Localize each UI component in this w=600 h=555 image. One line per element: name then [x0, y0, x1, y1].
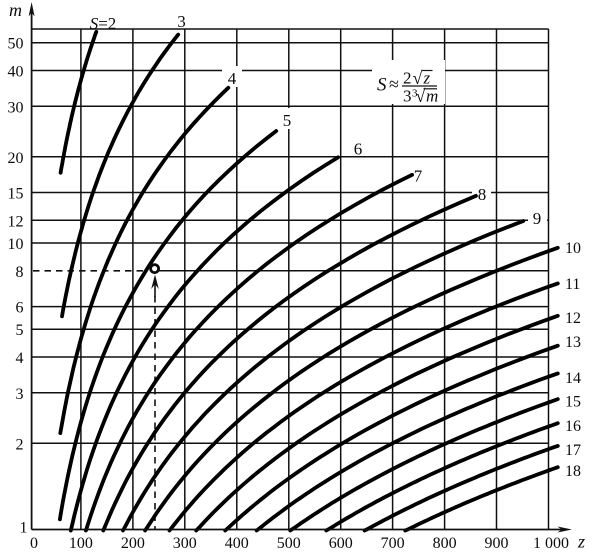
svg-text:√: √ [416, 86, 426, 106]
svg-text:1 000: 1 000 [533, 535, 569, 552]
svg-text:600: 600 [329, 535, 353, 552]
svg-text:8: 8 [478, 185, 487, 204]
svg-text:13: 13 [565, 334, 581, 351]
svg-text:15: 15 [8, 186, 24, 203]
svg-text:6: 6 [16, 300, 24, 317]
svg-text:200: 200 [121, 535, 145, 552]
svg-text:m: m [426, 87, 438, 106]
svg-text:15: 15 [565, 394, 581, 411]
svg-text:12: 12 [565, 310, 581, 327]
svg-text:S=2: S=2 [90, 14, 117, 33]
svg-text:900: 900 [485, 535, 509, 552]
svg-text:3: 3 [412, 88, 418, 100]
svg-text:3: 3 [177, 12, 186, 31]
svg-text:2: 2 [403, 69, 412, 88]
svg-text:11: 11 [565, 276, 580, 293]
svg-text:17: 17 [565, 442, 581, 459]
svg-text:4: 4 [16, 350, 24, 367]
svg-text:20: 20 [8, 150, 24, 167]
svg-text:800: 800 [433, 535, 457, 552]
svg-text:400: 400 [225, 535, 249, 552]
svg-text:10: 10 [8, 236, 24, 253]
svg-text:12: 12 [8, 213, 24, 230]
svg-text:6: 6 [354, 140, 363, 159]
svg-text:30: 30 [8, 99, 24, 116]
svg-text:5: 5 [16, 322, 24, 339]
svg-text:4: 4 [228, 69, 237, 88]
svg-text:10: 10 [565, 240, 581, 257]
svg-text:14: 14 [565, 370, 581, 387]
svg-text:300: 300 [173, 535, 197, 552]
svg-text:3: 3 [403, 87, 412, 106]
svg-text:5: 5 [283, 111, 292, 130]
svg-text:9: 9 [533, 209, 542, 228]
svg-text:700: 700 [381, 535, 405, 552]
svg-text:S: S [377, 75, 387, 96]
svg-text:≈: ≈ [389, 74, 399, 94]
svg-text:3: 3 [16, 386, 24, 403]
svg-text:8: 8 [16, 264, 24, 281]
svg-text:50: 50 [8, 36, 24, 53]
svg-text:1: 1 [20, 520, 28, 537]
svg-text:√: √ [413, 68, 423, 88]
svg-text:500: 500 [277, 535, 301, 552]
svg-text:40: 40 [8, 64, 24, 81]
svg-text:z: z [577, 532, 585, 552]
svg-text:2: 2 [16, 436, 24, 453]
svg-text:18: 18 [565, 463, 581, 480]
svg-text:7: 7 [414, 167, 423, 186]
svg-text:16: 16 [565, 418, 581, 435]
svg-text:100: 100 [69, 535, 93, 552]
svg-text:0: 0 [30, 535, 38, 552]
svg-text:m: m [9, 0, 22, 20]
svg-text:z: z [423, 69, 431, 88]
